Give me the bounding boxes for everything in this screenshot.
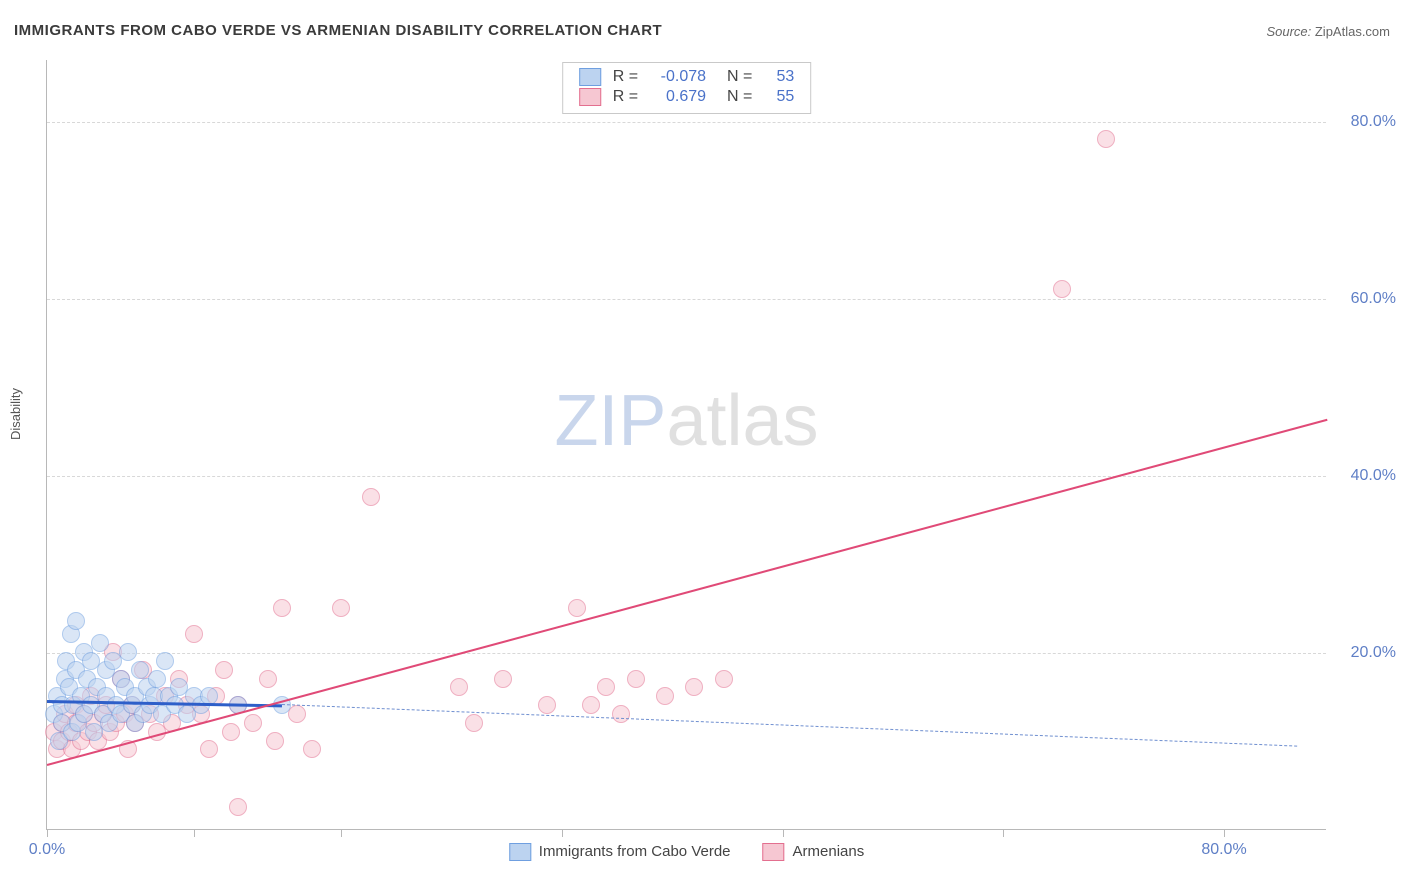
- x-tick: [341, 829, 342, 837]
- correlation-legend: R = -0.078 N = 53 R = 0.679 N = 55: [562, 62, 812, 114]
- legend-r-value: -0.078: [650, 68, 706, 86]
- data-point: [259, 670, 277, 688]
- y-tick-label: 80.0%: [1336, 113, 1396, 131]
- legend-r-label: R =: [607, 67, 644, 87]
- legend-n-label: N =: [712, 87, 758, 107]
- source-attribution: Source: ZipAtlas.com: [1266, 24, 1390, 39]
- data-point: [1097, 130, 1115, 148]
- data-point: [244, 714, 262, 732]
- data-point: [222, 723, 240, 741]
- data-point: [131, 661, 149, 679]
- y-tick-label: 40.0%: [1336, 467, 1396, 485]
- trend-line: [47, 418, 1328, 765]
- series-name: Immigrants from Cabo Verde: [539, 843, 731, 860]
- data-point: [148, 670, 166, 688]
- data-point: [273, 599, 291, 617]
- legend-swatch: [763, 843, 785, 861]
- data-point: [450, 678, 468, 696]
- x-tick: [1003, 829, 1004, 837]
- series-name: Armenians: [793, 843, 865, 860]
- data-point: [215, 661, 233, 679]
- data-point: [1053, 280, 1071, 298]
- data-point: [119, 643, 137, 661]
- data-point: [362, 488, 380, 506]
- gridline: [47, 476, 1326, 477]
- series-legend: Immigrants from Cabo Verde Armenians: [493, 843, 880, 861]
- watermark: ZIPatlas: [554, 380, 818, 462]
- data-point: [229, 798, 247, 816]
- legend-swatch: [509, 843, 531, 861]
- x-tick: [562, 829, 563, 837]
- data-point: [465, 714, 483, 732]
- y-tick-label: 60.0%: [1336, 290, 1396, 308]
- source-prefix: Source:: [1266, 24, 1314, 39]
- y-tick-label: 20.0%: [1336, 644, 1396, 662]
- data-point: [538, 696, 556, 714]
- data-point: [715, 670, 733, 688]
- chart-title: IMMIGRANTS FROM CABO VERDE VS ARMENIAN D…: [14, 22, 662, 39]
- data-point: [685, 678, 703, 696]
- y-axis-label: Disability: [8, 388, 23, 440]
- legend-row: R = 0.679 N = 55: [573, 87, 801, 107]
- data-point: [67, 612, 85, 630]
- data-point: [612, 705, 630, 723]
- x-tick: [47, 829, 48, 837]
- legend-swatch: [579, 88, 601, 106]
- gridline: [47, 653, 1326, 654]
- data-point: [656, 687, 674, 705]
- x-tick: [1224, 829, 1225, 837]
- watermark-atlas: atlas: [666, 381, 818, 461]
- legend-n-label: N =: [712, 67, 758, 87]
- plot-area: ZIPatlas R =-0.078 N =53R =0.679 N =55 I…: [46, 60, 1326, 830]
- data-point: [332, 599, 350, 617]
- source-site: ZipAtlas.com: [1315, 24, 1390, 39]
- gridline: [47, 299, 1326, 300]
- data-point: [156, 652, 174, 670]
- legend-r-label: R =: [607, 87, 644, 107]
- data-point: [582, 696, 600, 714]
- legend-row: R = -0.078 N = 53: [573, 67, 801, 87]
- legend-n-value: 53: [764, 68, 794, 86]
- data-point: [200, 740, 218, 758]
- legend-n-value: 55: [764, 88, 794, 106]
- series-legend-item: Immigrants from Cabo Verde: [509, 843, 731, 861]
- data-point: [494, 670, 512, 688]
- watermark-zip: ZIP: [554, 381, 666, 461]
- gridline: [47, 122, 1326, 123]
- legend-swatch: [579, 68, 601, 86]
- data-point: [91, 634, 109, 652]
- data-point: [185, 625, 203, 643]
- legend-r-value: 0.679: [650, 88, 706, 106]
- x-tick: [194, 829, 195, 837]
- series-legend-item: Armenians: [763, 843, 865, 861]
- data-point: [627, 670, 645, 688]
- trend-line: [282, 704, 1297, 747]
- data-point: [597, 678, 615, 696]
- x-tick-label: 80.0%: [1201, 841, 1246, 859]
- data-point: [303, 740, 321, 758]
- x-tick: [783, 829, 784, 837]
- data-point: [266, 732, 284, 750]
- data-point: [568, 599, 586, 617]
- x-tick-label: 0.0%: [29, 841, 65, 859]
